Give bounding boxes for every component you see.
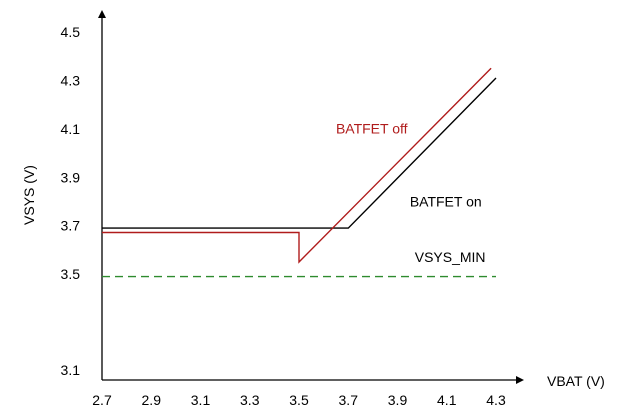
x-tick-label: 3.9 (388, 392, 408, 408)
annotations: BATFET off BATFET on VSYS_MIN (336, 121, 486, 265)
x-tick-label: 4.3 (486, 392, 506, 408)
series-line-batfet-off (102, 67, 492, 264)
y-tick-label: 4.3 (61, 72, 81, 88)
y-tick-label: 3.9 (61, 169, 81, 185)
y-tick-label: 3.5 (61, 266, 81, 282)
series-line-batfet-on (102, 77, 497, 229)
x-tick-label: 3.1 (191, 392, 211, 408)
x-tick-label: 2.9 (142, 392, 162, 408)
y-tick-label: 4.5 (61, 24, 81, 40)
x-tick-label: 2.7 (92, 392, 112, 408)
annotation-batfet-on: BATFET on (410, 193, 482, 209)
series-lines (102, 67, 497, 278)
annotation-vsys-min: VSYS_MIN (415, 249, 486, 265)
y-tick-labels: 3.1 3.5 3.7 3.9 4.1 4.3 4.5 (61, 24, 81, 378)
x-tick-label: 3.3 (240, 392, 260, 408)
x-tick-label: 4.1 (437, 392, 457, 408)
x-tick-label: 3.7 (339, 392, 359, 408)
x-axis-label: VBAT (V) (547, 373, 605, 389)
y-tick-label: 4.1 (61, 121, 81, 137)
x-tick-label: 3.5 (289, 392, 309, 408)
y-axis-label: VSYS (V) (21, 165, 37, 225)
annotation-batfet-off: BATFET off (336, 121, 408, 137)
y-tick-label: 3.1 (61, 362, 81, 378)
x-tick-labels: 2.7 2.9 3.1 3.3 3.5 3.7 3.9 4.1 4.3 (92, 392, 506, 408)
y-tick-label: 3.7 (61, 218, 81, 234)
axes (98, 10, 524, 384)
